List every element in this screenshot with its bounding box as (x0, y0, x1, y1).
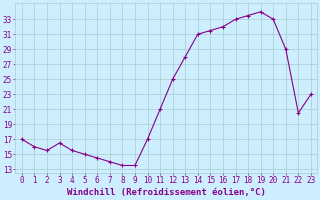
X-axis label: Windchill (Refroidissement éolien,°C): Windchill (Refroidissement éolien,°C) (67, 188, 266, 197)
